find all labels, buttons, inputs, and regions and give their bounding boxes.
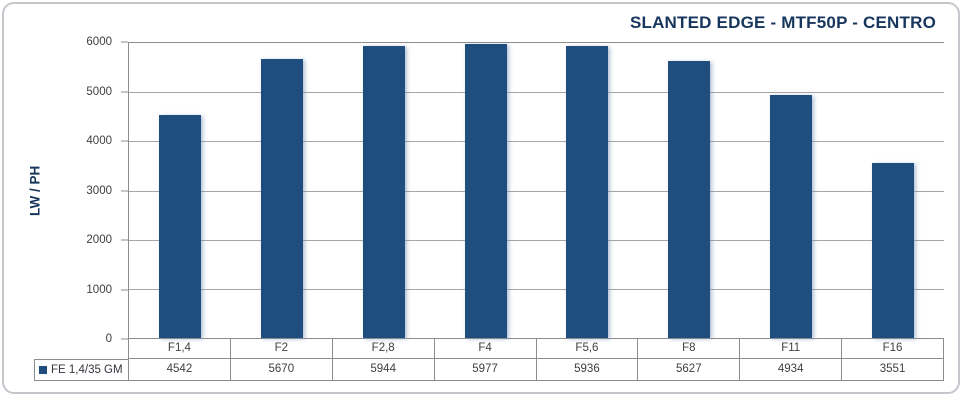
bar bbox=[260, 59, 303, 338]
value-cell: 5977 bbox=[435, 359, 537, 380]
value-cell: 5944 bbox=[333, 359, 435, 380]
plot-area bbox=[128, 42, 944, 339]
bar bbox=[770, 95, 813, 338]
category-cell: F2,8 bbox=[333, 339, 435, 358]
bar-slot bbox=[740, 43, 842, 338]
y-axis-tickmarks bbox=[121, 41, 128, 340]
value-cell: 5627 bbox=[638, 359, 741, 380]
gridline bbox=[129, 239, 944, 241]
y-axis-tick bbox=[121, 140, 128, 142]
bar bbox=[158, 114, 201, 338]
gridline bbox=[129, 190, 944, 192]
y-axis-tick bbox=[121, 190, 128, 191]
category-cell: F1,4 bbox=[129, 339, 231, 358]
bar-slot bbox=[129, 43, 231, 338]
y-axis-tick bbox=[121, 289, 128, 290]
category-cell: F5,6 bbox=[537, 339, 639, 358]
value-cell: 4934 bbox=[740, 359, 843, 380]
bar-slots bbox=[129, 43, 944, 338]
value-cell: 5936 bbox=[537, 359, 639, 380]
bar bbox=[464, 44, 507, 338]
y-axis-tick bbox=[121, 91, 128, 92]
y-axis-tick bbox=[121, 41, 128, 43]
bar-slot bbox=[537, 43, 639, 338]
bar-slot bbox=[638, 43, 740, 338]
category-cell: F2 bbox=[231, 339, 333, 358]
value-row: 4542 5670 5944 5977 5936 5627 4934 3551 bbox=[128, 359, 944, 381]
series-name: FE 1,4/35 GM bbox=[51, 364, 123, 376]
value-cell: 3551 bbox=[842, 359, 944, 380]
value-cell: 5670 bbox=[231, 359, 333, 380]
category-cell: F8 bbox=[638, 339, 741, 358]
bar-slot bbox=[231, 43, 333, 338]
bar-slot bbox=[842, 43, 944, 338]
gridline bbox=[129, 92, 944, 94]
y-axis-label: 6000 bbox=[86, 36, 112, 48]
y-axis-label: 3000 bbox=[86, 184, 112, 197]
y-axis-label: 0 bbox=[105, 333, 112, 345]
bar bbox=[362, 45, 405, 338]
legend-cell: FE 1,4/35 GM bbox=[34, 359, 129, 381]
y-axis-label: 1000 bbox=[86, 283, 112, 296]
y-axis-label: 2000 bbox=[86, 234, 112, 246]
gridline bbox=[129, 141, 944, 143]
chart-title: SLANTED EDGE - MTF50P - CENTRO bbox=[629, 13, 936, 32]
bar bbox=[872, 163, 915, 338]
value-cell: 4542 bbox=[129, 359, 231, 380]
bar bbox=[668, 61, 711, 338]
series-swatch-icon bbox=[39, 366, 47, 374]
y-axis-label: 4000 bbox=[86, 135, 112, 147]
bar bbox=[566, 46, 609, 338]
bar-slot bbox=[435, 43, 537, 338]
bar-slot bbox=[333, 43, 435, 338]
category-row: F1,4 F2 F2,8 F4 F5,6 F8 F11 F16 bbox=[128, 339, 944, 359]
category-cell: F4 bbox=[435, 339, 537, 358]
y-axis-tick bbox=[121, 239, 128, 241]
category-cell: F16 bbox=[842, 339, 944, 358]
y-axis-label: 5000 bbox=[86, 85, 112, 98]
gridline bbox=[129, 288, 944, 290]
y-axis-tick bbox=[121, 338, 128, 340]
chart-container: SLANTED EDGE - MTF50P - CENTRO LW / PH 0… bbox=[2, 2, 960, 394]
y-axis-labels: 0 1000 2000 3000 4000 5000 6000 bbox=[4, 36, 118, 345]
category-cell: F11 bbox=[740, 339, 843, 358]
